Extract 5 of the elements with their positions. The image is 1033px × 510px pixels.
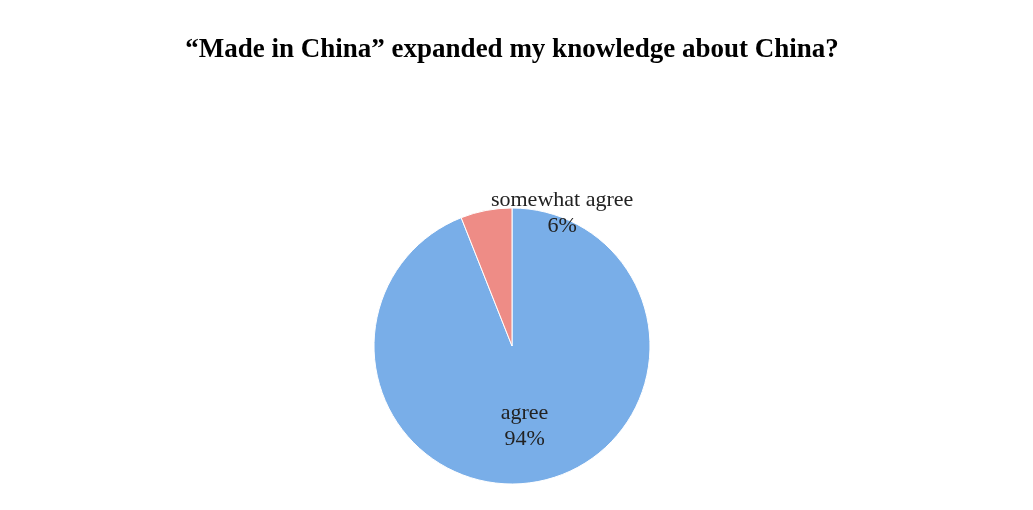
data-label: 6% xyxy=(547,211,577,237)
chart-title: “Made in China” expanded my knowledge about China? xyxy=(185,32,839,63)
slice-label: agree xyxy=(500,398,549,424)
slice-label: somewhat agree xyxy=(490,185,634,211)
data-label: 94% xyxy=(504,424,545,450)
